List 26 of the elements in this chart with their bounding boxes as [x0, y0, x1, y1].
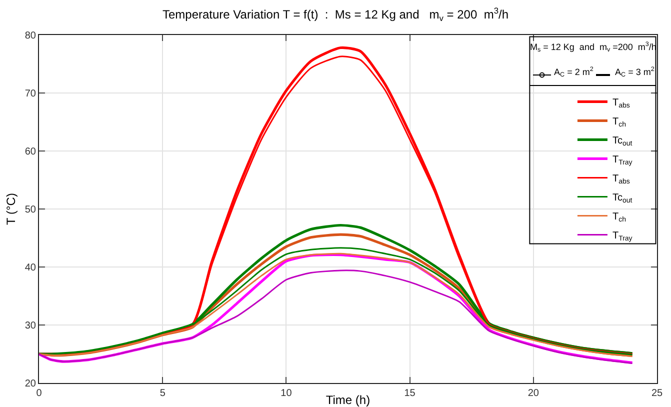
- y-tick-label: 30: [24, 320, 36, 332]
- x-axis-title: Time (h): [326, 393, 370, 407]
- y-tick-label: 20: [24, 378, 36, 390]
- x-tick-label: 25: [651, 388, 663, 399]
- legend-label: T$_{abs}$: [612, 174, 630, 186]
- y-axis-title: T (°C): [4, 193, 18, 225]
- annotation: A$_{C}$ = 3 m$^{2}$: [615, 66, 655, 79]
- y-tick-label: 70: [24, 88, 36, 100]
- legend-label: T$_{Tray}$: [612, 154, 633, 167]
- y-tick-label: 60: [24, 146, 36, 158]
- chart-title: Temperature Variation T = f(t) : Ms = 12 Kg and m$_{v}$ = 200 m$^{3}$/h: [162, 6, 509, 24]
- legend-label: T$_{ch}$: [612, 116, 626, 129]
- legend-label: Tc$_{out}$: [612, 136, 632, 148]
- legend-label: T$_{ch}$: [612, 212, 626, 224]
- legend-label: T$_{abs}$: [612, 98, 630, 110]
- x-tick-label: 0: [36, 388, 42, 399]
- y-tick-label: 80: [24, 30, 36, 42]
- x-tick-label: 10: [280, 388, 292, 399]
- x-tick-label: 15: [404, 388, 416, 399]
- legend-label: T$_{Tray}$: [612, 230, 633, 243]
- y-tick-label: 50: [24, 204, 36, 216]
- x-tick-label: 20: [528, 388, 540, 399]
- annotation: A$_{C}$ = 2 m$^{2}$: [554, 66, 594, 79]
- legend-label: Tc$_{out}$: [612, 192, 632, 205]
- x-tick-label: 5: [160, 388, 166, 399]
- y-tick-label: 40: [24, 262, 36, 274]
